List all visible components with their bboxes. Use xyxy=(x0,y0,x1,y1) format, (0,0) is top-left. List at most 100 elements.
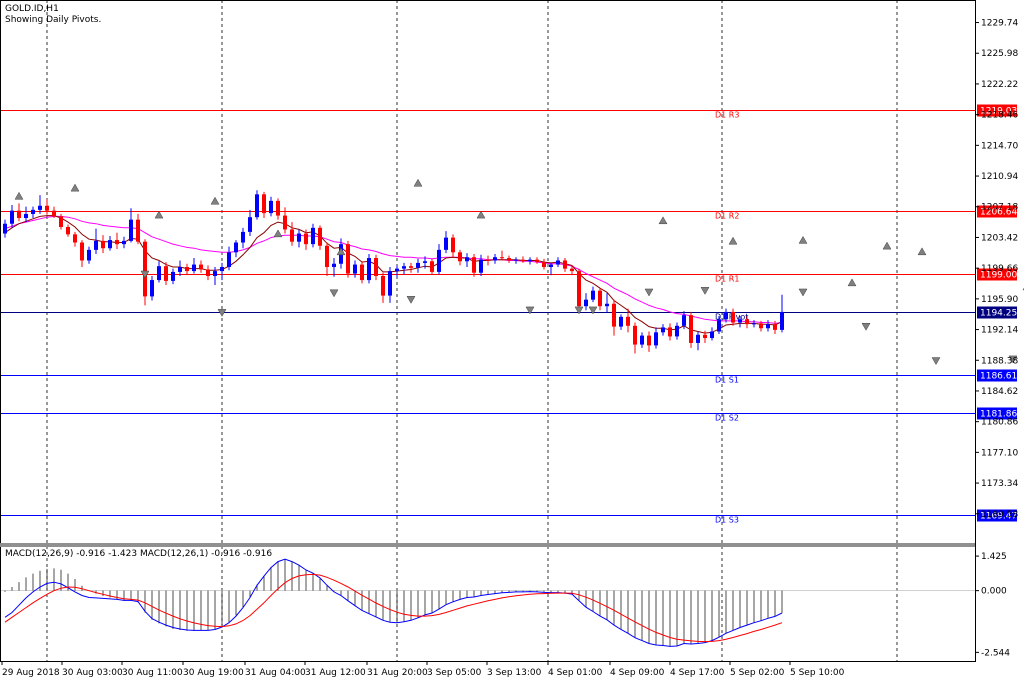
fractal-up-arrow xyxy=(210,196,220,205)
candle-bearish xyxy=(731,311,735,323)
candle-bullish xyxy=(675,325,679,337)
fractal-up-arrow xyxy=(847,278,857,287)
time-tick-label: 3 Sep 13:00 xyxy=(487,668,542,678)
candle-bullish xyxy=(493,257,497,261)
candle-bearish xyxy=(185,267,189,272)
price-tick-label: 1177.10 xyxy=(981,448,1018,458)
candle-bearish xyxy=(136,219,140,242)
pivot-level-price-box xyxy=(977,104,1017,117)
time-tick-label: 5 Sep 02:00 xyxy=(730,668,785,678)
pivot-level-price: 1199.00 xyxy=(980,271,1017,281)
candle-bearish xyxy=(360,264,364,281)
price-tick-label: 1173.34 xyxy=(981,479,1018,489)
candle-bullish xyxy=(528,259,532,262)
pivot-level-price-box xyxy=(977,205,1017,218)
candle-bearish xyxy=(276,200,280,216)
candle-bullish xyxy=(87,249,91,261)
time-tick-label: 31 Aug 12:00 xyxy=(305,668,366,678)
candle-bullish xyxy=(780,311,784,330)
candle-bearish xyxy=(66,226,70,235)
panel-separator xyxy=(0,543,975,547)
candle-bullish xyxy=(514,259,518,261)
fractal-up-arrow xyxy=(14,191,24,200)
pivot-level-price-box xyxy=(977,509,1017,522)
candle-bearish xyxy=(290,229,294,242)
candle-bearish xyxy=(612,303,616,327)
candle-bullish xyxy=(444,237,448,250)
candle-bullish xyxy=(640,335,644,345)
candle-bullish xyxy=(192,264,196,272)
price-tick-label: 1180.86 xyxy=(981,418,1018,428)
moving-average-slow xyxy=(4,215,783,324)
candle-bullish xyxy=(738,319,742,323)
candle-bearish xyxy=(703,334,707,339)
candle-bullish xyxy=(213,271,217,276)
macd-main-line xyxy=(4,558,783,647)
candle-bullish xyxy=(605,303,609,307)
price-tick-label: 1199.66 xyxy=(981,264,1018,274)
candle-bullish xyxy=(717,319,721,332)
time-tick-label: 31 Aug 20:00 xyxy=(367,668,428,678)
candle-bullish xyxy=(619,316,623,327)
price-tick-label: 1229.74 xyxy=(981,19,1018,29)
candle-bearish xyxy=(507,258,511,261)
candle-bullish xyxy=(3,223,7,234)
candle-bearish xyxy=(283,215,287,230)
candle-bearish xyxy=(472,257,476,273)
candle-bullish xyxy=(108,240,112,249)
candle-bearish xyxy=(59,216,63,227)
price-tick-label: 1188.38 xyxy=(981,356,1018,366)
time-tick-label: 30 Aug 19:00 xyxy=(183,668,244,678)
candle-bearish xyxy=(773,324,777,330)
candle-bullish xyxy=(178,267,182,272)
candle-bullish xyxy=(437,249,441,272)
pivot-level-name: D1 R3 xyxy=(715,111,739,120)
candle-bearish xyxy=(745,319,749,325)
candle-bearish xyxy=(45,205,49,211)
price-tick-label: 1203.42 xyxy=(981,233,1018,243)
candle-bearish xyxy=(374,258,378,276)
time-tick-label: 30 Aug 03:00 xyxy=(62,668,123,678)
time-tick-label: 30 Aug 11:00 xyxy=(122,668,183,678)
fractal-down-arrow xyxy=(861,323,871,331)
price-tick-label: 1222.22 xyxy=(981,80,1018,90)
candle-bearish xyxy=(17,210,21,219)
candle-bullish xyxy=(150,280,154,297)
fractal-down-arrow xyxy=(588,306,598,315)
fractal-up-arrow xyxy=(336,247,346,256)
candle-bullish xyxy=(129,219,133,241)
candle-bearish xyxy=(52,210,56,217)
fractal-down-arrow xyxy=(798,288,808,297)
time-tick-label: 3 Sep 05:00 xyxy=(427,668,482,678)
candle-bearish xyxy=(430,261,434,272)
candle-bearish xyxy=(689,315,693,343)
candle-bullish xyxy=(171,271,175,281)
fractal-down-arrow xyxy=(644,288,654,297)
candle-bearish xyxy=(570,268,574,272)
candle-bearish xyxy=(381,275,385,296)
candle-bearish xyxy=(633,325,637,345)
candle-bullish xyxy=(584,299,588,307)
candle-bearish xyxy=(626,316,630,326)
macd-indicator-label: MACD(12,26,9) -0.916 -1.423 MACD(12,26,1… xyxy=(5,549,273,559)
pivot-level-price: 1169.47 xyxy=(980,512,1017,522)
candle-bullish xyxy=(122,240,126,245)
candle-bearish xyxy=(542,262,546,268)
pivot-level-name: D1 S3 xyxy=(715,516,739,525)
candle-bearish xyxy=(409,266,413,268)
time-tick-label: 31 Aug 04:00 xyxy=(245,668,306,678)
fractals xyxy=(14,178,1024,366)
symbol-timeframe-label: GOLD.ID,H1 xyxy=(5,4,59,14)
candle-bullish xyxy=(297,233,301,242)
fractal-up-arrow xyxy=(154,210,164,219)
fractal-down-arrow xyxy=(217,309,227,317)
candle-bullish xyxy=(423,261,427,263)
candle-bullish xyxy=(234,242,238,253)
pivot-level-name: D1 S1 xyxy=(715,376,739,385)
pivot-level-price-box xyxy=(977,306,1017,319)
candle-bullish xyxy=(696,334,700,343)
